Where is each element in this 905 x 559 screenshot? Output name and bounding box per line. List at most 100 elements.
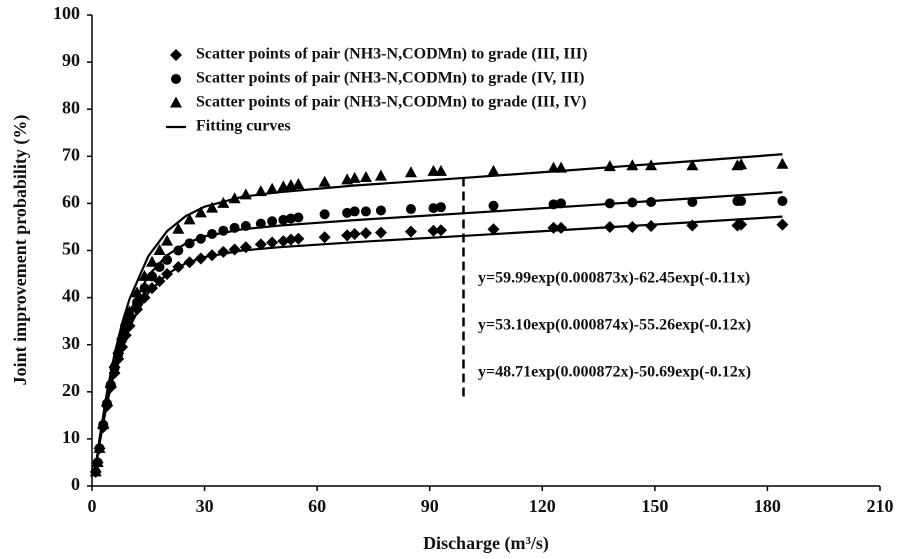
y-tick-label: 50 — [62, 239, 80, 259]
x-tick-label: 180 — [754, 496, 781, 516]
y-tick-label: 0 — [71, 474, 80, 494]
scatter-point — [375, 205, 386, 216]
scatter-point — [131, 303, 144, 316]
scatter-point — [206, 201, 219, 213]
scatter-point — [239, 241, 252, 254]
scatter-point — [645, 159, 658, 171]
scatter-point — [172, 260, 185, 273]
x-tick-label: 90 — [421, 496, 439, 516]
scatter-point — [776, 157, 789, 169]
scatter-point — [278, 214, 289, 225]
scatter-point — [488, 200, 499, 211]
scatter-point — [777, 196, 788, 207]
legend-label: Scatter points of pair (NH3-N,CODMn) to … — [196, 94, 587, 111]
scatter-point — [604, 198, 615, 209]
scatter-point — [434, 164, 447, 176]
scatter-point — [555, 221, 568, 234]
scatter-point — [404, 225, 417, 238]
scatter-point — [119, 314, 132, 326]
scatter-point — [360, 206, 371, 217]
scatter-point — [254, 185, 267, 197]
scatter-point — [319, 209, 330, 220]
equation: y=48.71exp(0.000872x)-50.69exp(-0.12x) — [478, 364, 751, 381]
scatter-point — [293, 212, 304, 223]
scatter-point — [435, 202, 446, 213]
legend-label: Scatter points of pair (NH3-N,CODMn) to … — [196, 70, 584, 87]
scatter-point — [359, 170, 372, 182]
scatter-point — [266, 236, 279, 249]
scatter-point — [255, 218, 266, 229]
scatter-point — [254, 238, 267, 251]
scatter-point — [89, 465, 102, 477]
scatter-point — [427, 164, 440, 176]
scatter-point — [116, 328, 129, 340]
scatter-point — [206, 249, 219, 262]
scatter-point — [173, 245, 184, 256]
scatter-point — [217, 196, 230, 208]
scatter-point — [735, 158, 748, 170]
scatter-point — [342, 207, 353, 218]
y-tick-label: 40 — [62, 286, 80, 306]
y-tick-label: 100 — [53, 3, 80, 23]
scatter-point — [194, 252, 207, 265]
x-tick-label: 150 — [641, 496, 668, 516]
fitting-curve — [94, 153, 783, 467]
scatter-point — [217, 245, 230, 258]
scatter-point — [184, 238, 195, 249]
scatter-point — [285, 213, 296, 224]
y-tick-label: 90 — [62, 50, 80, 70]
scatter-point — [646, 196, 657, 207]
x-tick-label: 30 — [196, 496, 214, 516]
scatter-point — [139, 283, 150, 294]
scatter-point — [161, 268, 174, 281]
scatter-point — [348, 228, 361, 241]
scatter-point — [405, 204, 416, 215]
scatter-point — [91, 455, 104, 467]
scatter-point — [277, 235, 290, 248]
scatter-point — [161, 234, 174, 246]
scatter-point — [266, 182, 279, 194]
scatter-point — [162, 254, 173, 265]
scatter-point — [687, 196, 698, 207]
scatter-point — [146, 255, 159, 267]
scatter-point — [427, 224, 440, 237]
scatter-point — [104, 375, 117, 387]
scatter-point — [183, 256, 196, 269]
x-axis-label: Discharge (m³/s) — [423, 533, 549, 554]
scatter-point — [374, 169, 387, 181]
y-tick-label: 60 — [62, 192, 80, 212]
legend-label: Fitting curves — [196, 118, 291, 135]
scatter-point — [404, 166, 417, 178]
scatter-point — [239, 188, 252, 200]
scatter-point — [93, 441, 106, 453]
scatter-point — [153, 244, 166, 255]
scatter-point — [374, 226, 387, 239]
scatter-point — [776, 218, 789, 231]
scatter-point — [228, 243, 241, 256]
scatter-point — [292, 178, 305, 190]
scatter-point — [547, 161, 560, 173]
x-tick-label: 60 — [308, 496, 326, 516]
y-tick-label: 10 — [62, 427, 80, 447]
scatter-point — [626, 159, 639, 171]
scatter-point — [735, 218, 748, 231]
y-axis-label: Joint improvement probability (%) — [10, 115, 31, 386]
scatter-point — [341, 229, 354, 242]
scatter-point — [736, 196, 747, 207]
legend-marker — [170, 49, 182, 61]
equation: y=53.10exp(0.000874x)-55.26exp(-0.12x) — [478, 317, 751, 334]
scatter-point — [284, 233, 297, 246]
legend-marker — [171, 74, 181, 84]
scatter-point — [146, 282, 159, 295]
scatter-point — [207, 229, 218, 240]
scatter-point — [112, 342, 125, 354]
scatter-point — [228, 192, 241, 204]
legend-marker — [170, 96, 182, 108]
scatter-point — [686, 159, 699, 171]
scatter-point — [183, 213, 196, 225]
scatter-point — [348, 171, 361, 183]
scatter-point — [686, 219, 699, 232]
y-tick-label: 80 — [62, 97, 80, 117]
scatter-point — [101, 394, 114, 406]
scatter-point — [487, 223, 500, 236]
